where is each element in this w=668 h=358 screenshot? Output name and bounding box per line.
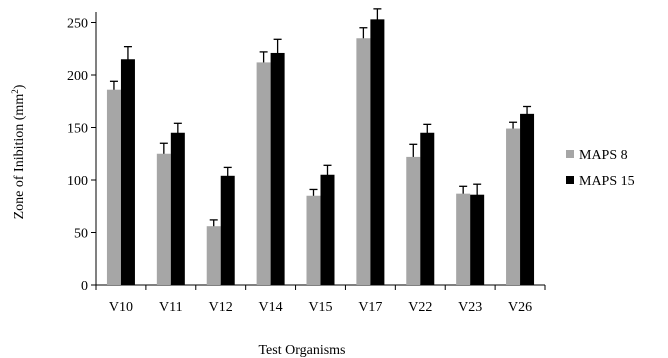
bar bbox=[120, 59, 135, 285]
x-tick-label: V26 bbox=[508, 300, 532, 315]
legend-label: MAPS 15 bbox=[579, 174, 635, 189]
x-tick-label: V14 bbox=[259, 300, 283, 315]
y-tick-label: 200 bbox=[67, 69, 88, 84]
bar bbox=[306, 195, 321, 285]
bar bbox=[256, 62, 271, 286]
bar bbox=[320, 174, 335, 285]
y-axis-ticks: 0 50 100 150 200 250 bbox=[67, 17, 96, 294]
x-tick-label: V17 bbox=[358, 300, 382, 315]
x-tick-label: V23 bbox=[458, 300, 482, 315]
bar bbox=[470, 194, 485, 285]
y-axis-label-sup: 2 bbox=[10, 89, 20, 94]
bar bbox=[506, 128, 521, 285]
y-tick-label: 0 bbox=[81, 279, 88, 294]
legend-label: MAPS 8 bbox=[579, 148, 628, 163]
bar bbox=[520, 113, 535, 285]
bar bbox=[356, 38, 371, 285]
bar bbox=[370, 19, 385, 285]
x-tick-label: V12 bbox=[209, 300, 233, 315]
y-axis-label-main: Zone of Inibition (mm bbox=[12, 94, 27, 220]
x-tick-label: V10 bbox=[109, 300, 133, 315]
bar bbox=[170, 132, 185, 285]
x-tick-label: V15 bbox=[308, 300, 332, 315]
y-tick-label: 50 bbox=[74, 227, 88, 242]
y-tick-label: 100 bbox=[67, 174, 88, 189]
x-axis-ticks: V10 V11 V12 V14 V15 V17 V22 V23 V26 bbox=[95, 285, 546, 315]
bar bbox=[456, 193, 471, 285]
x-tick-label: V22 bbox=[408, 300, 432, 315]
x-axis-label: Test Organisms bbox=[258, 343, 345, 358]
bar bbox=[220, 175, 235, 285]
legend-swatch bbox=[566, 176, 574, 184]
y-tick-label: 250 bbox=[67, 17, 88, 32]
y-axis-label: Zone of Inibition (mm2) bbox=[10, 84, 27, 219]
y-axis-label-close: ) bbox=[12, 84, 27, 89]
legend: MAPS 8 MAPS 15 bbox=[566, 148, 635, 189]
bar bbox=[206, 226, 221, 285]
bar bbox=[270, 52, 285, 286]
bar bbox=[420, 132, 435, 285]
bars bbox=[106, 19, 535, 286]
bar bbox=[406, 156, 421, 285]
bar bbox=[156, 153, 171, 285]
y-tick-label: 150 bbox=[67, 122, 88, 137]
x-tick-label: V11 bbox=[159, 300, 183, 315]
bar bbox=[106, 89, 121, 285]
legend-swatch bbox=[566, 150, 574, 158]
